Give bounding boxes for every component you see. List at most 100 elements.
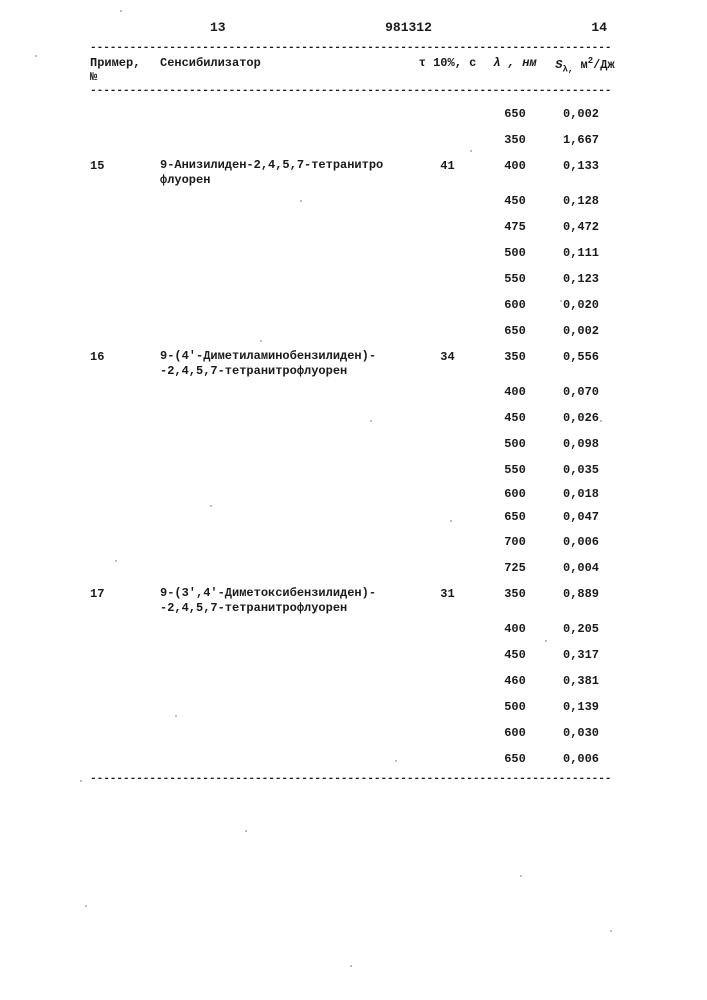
cell-s: 0,205 [545,616,643,642]
cell-primer [90,616,160,642]
cell-sensitizer [160,529,410,555]
page-number-left: 13 [210,20,226,35]
cell-tau [410,188,485,214]
cell-lambda: 600 [485,483,545,506]
cell-lambda: 725 [485,555,545,581]
cell-primer [90,318,160,344]
cell-tau [410,266,485,292]
table-row: 169-(4'-Диметиламинобензилиден)- -2,4,5,… [90,344,647,379]
table-row: 6000,018 [90,483,647,506]
page-header: 13 981312 14 [90,20,647,35]
cell-sensitizer: 9-Анизилиден-2,4,5,7-тетранитро флуорен [160,153,410,188]
cell-lambda: 650 [485,101,545,127]
cell-lambda: 700 [485,529,545,555]
cell-primer [90,188,160,214]
cell-sensitizer [160,720,410,746]
table-row: 6500,006 [90,746,647,772]
cell-primer [90,746,160,772]
cell-primer [90,240,160,266]
table-row: 5000,098 [90,431,647,457]
cell-s: 0,472 [545,214,643,240]
cell-s: 0,381 [545,668,643,694]
col-s-unit-rest: /Дж [593,58,615,72]
cell-s: 0,030 [545,720,643,746]
col-sensitizer: Сенсибилизатор [160,56,410,70]
table-row: 5000,139 [90,694,647,720]
cell-sensitizer [160,668,410,694]
cell-tau [410,483,485,506]
cell-lambda: 460 [485,668,545,694]
col-s: Sλ, м2/Дж [545,56,625,74]
cell-tau [410,720,485,746]
cell-lambda: 400 [485,153,545,188]
cell-s: 0,317 [545,642,643,668]
cell-s: 0,018 [545,483,643,506]
table-body: 6500,0023501,667159-Анизилиден-2,4,5,7-т… [90,101,647,772]
cell-tau [410,318,485,344]
cell-tau: 31 [410,581,485,616]
table-row: 6000,030 [90,720,647,746]
cell-s: 0,026 [545,405,643,431]
table-row: 6000,020 [90,292,647,318]
cell-lambda: 475 [485,214,545,240]
cell-s: 1,667 [545,127,643,153]
table-row: 4500,026 [90,405,647,431]
cell-sensitizer [160,127,410,153]
table-row: 6500,047 [90,506,647,529]
cell-tau [410,101,485,127]
cell-lambda: 500 [485,240,545,266]
table-row: 4750,472 [90,214,647,240]
cell-primer: 15 [90,153,160,188]
cell-s: 0,889 [545,581,643,616]
col-primer-l2: № [90,70,97,84]
cell-lambda: 400 [485,379,545,405]
cell-tau [410,506,485,529]
cell-primer [90,101,160,127]
cell-tau [410,668,485,694]
cell-sensitizer [160,506,410,529]
cell-s: 0,139 [545,694,643,720]
cell-s: 0,020 [545,292,643,318]
cell-lambda: 450 [485,642,545,668]
cell-sensitizer [160,266,410,292]
cell-s: 0,004 [545,555,643,581]
cell-tau [410,240,485,266]
cell-primer [90,506,160,529]
cell-s: 0,070 [545,379,643,405]
cell-tau [410,431,485,457]
table-row: 4600,381 [90,668,647,694]
table-row: 4500,128 [90,188,647,214]
cell-tau [410,555,485,581]
cell-primer [90,214,160,240]
cell-sensitizer [160,188,410,214]
cell-sensitizer [160,431,410,457]
cell-sensitizer [160,694,410,720]
cell-tau [410,529,485,555]
cell-tau [410,214,485,240]
cell-primer [90,555,160,581]
cell-sensitizer [160,292,410,318]
table-header: Пример, № Сенсибилизатор τ 10%, с λ , нм… [90,56,647,84]
cell-primer [90,127,160,153]
cell-lambda: 650 [485,506,545,529]
cell-primer: 17 [90,581,160,616]
cell-primer [90,668,160,694]
cell-s: 0,002 [545,101,643,127]
table-row: 6500,002 [90,318,647,344]
table-row: 5500,123 [90,266,647,292]
table-row: 4000,205 [90,616,647,642]
table-row: 7000,006 [90,529,647,555]
col-tau: τ 10%, с [410,56,485,70]
cell-lambda: 650 [485,318,545,344]
cell-sensitizer [160,240,410,266]
col-primer: Пример, № [90,56,160,84]
cell-sensitizer [160,101,410,127]
cell-primer [90,457,160,483]
cell-tau: 34 [410,344,485,379]
table-row: 179-(3',4'-Диметоксибензилиден)- -2,4,5,… [90,581,647,616]
cell-lambda: 350 [485,581,545,616]
cell-lambda: 600 [485,720,545,746]
col-s-unit-m: м [581,58,588,72]
cell-primer [90,431,160,457]
cell-primer [90,266,160,292]
